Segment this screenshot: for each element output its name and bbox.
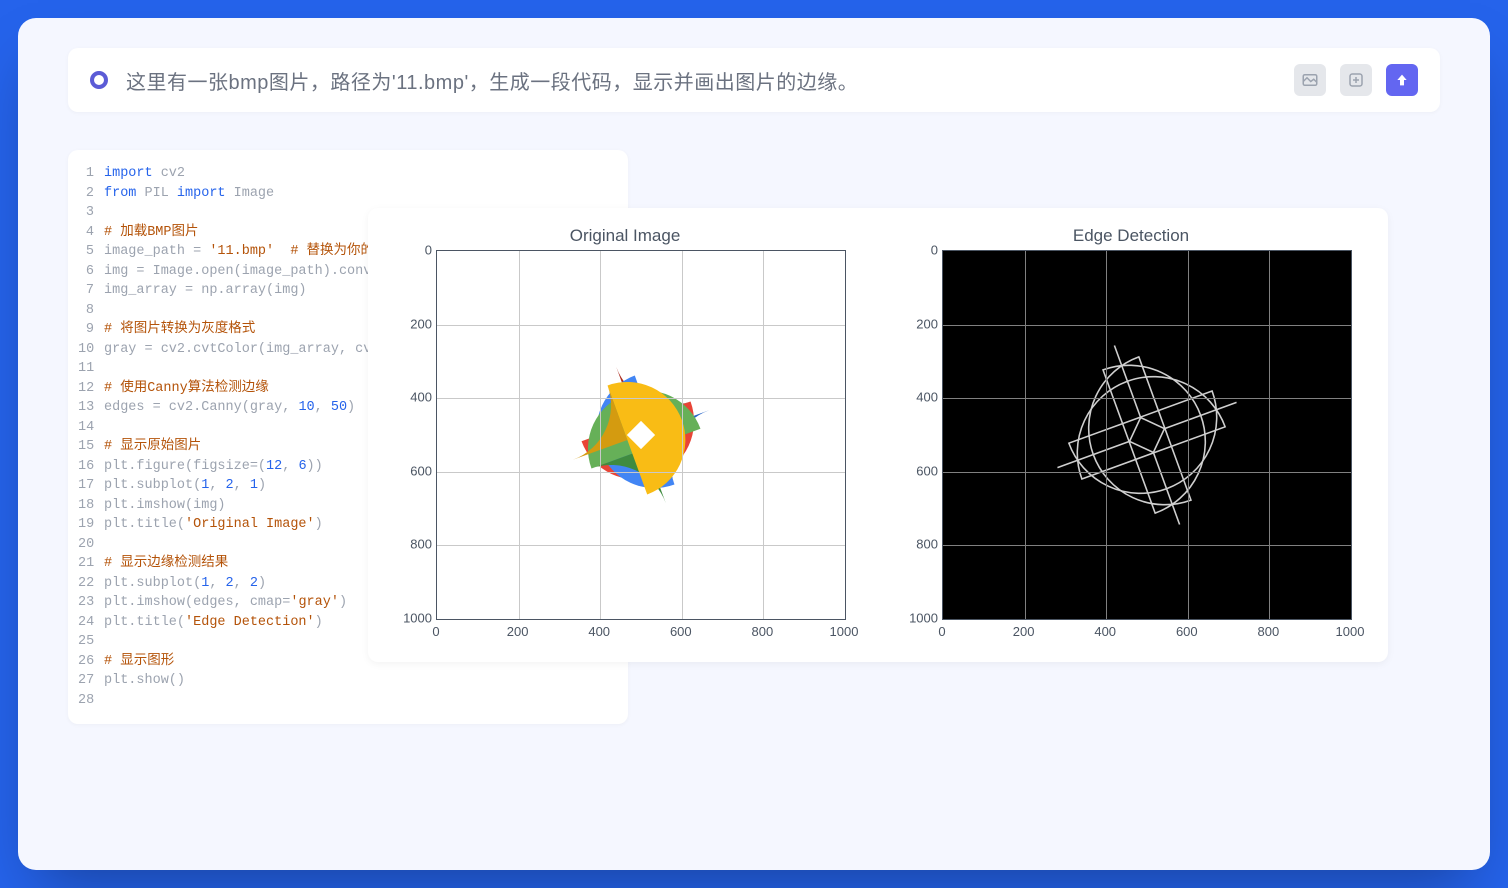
code-line: 2from PIL import Image [78,184,612,204]
code-line: 27plt.show() [78,671,612,691]
plot-area-original [436,250,846,620]
ytick-label: 1000 [403,611,432,626]
ytick-label: 200 [916,316,938,331]
xtick-label: 1000 [830,624,859,639]
xtick-label: 1000 [1336,624,1365,639]
image-icon[interactable] [1294,64,1326,96]
ytick-label: 400 [410,390,432,405]
xtick-label: 200 [507,624,529,639]
subplot-title: Edge Detection [898,226,1364,246]
app-frame: 这里有一张bmp图片，路径为'11.bmp'，生成一段代码，显示并画出图片的边缘… [18,18,1490,870]
edge-image [943,251,1351,619]
pinwheel-image [501,295,781,575]
ytick-label: 600 [916,463,938,478]
ytick-label: 0 [425,243,432,258]
xtick-label: 0 [938,624,945,639]
xtick-label: 800 [752,624,774,639]
xtick-label: 800 [1258,624,1280,639]
ytick-label: 400 [916,390,938,405]
xtick-label: 600 [1176,624,1198,639]
xtick-label: 600 [670,624,692,639]
attach-icon[interactable] [1340,64,1372,96]
subplot-original: Original Image 0 0 200 200 400 400 600 600 800 80… [392,226,858,648]
plot-output: Original Image 0 0 200 200 400 400 600 600 800 80… [368,208,1388,662]
code-line: 28 [78,691,612,711]
prompt-actions [1294,64,1418,96]
subplot-edges: Edge Detection 0 0 200 200 400 400 600 600 800 80… [898,226,1364,648]
code-line: 1import cv2 [78,164,612,184]
xtick-label: 400 [1094,624,1116,639]
plot-area-edges [942,250,1352,620]
ytick-label: 1000 [909,611,938,626]
ytick-label: 800 [916,537,938,552]
send-button[interactable] [1386,64,1418,96]
content-row: 1import cv22from PIL import Image34# 加载B… [68,150,1440,724]
ytick-label: 0 [931,243,938,258]
prompt-bullet-icon [90,71,108,89]
prompt-text: 这里有一张bmp图片，路径为'11.bmp'，生成一段代码，显示并画出图片的边缘… [126,66,1294,95]
ytick-label: 600 [410,463,432,478]
prompt-bar: 这里有一张bmp图片，路径为'11.bmp'，生成一段代码，显示并画出图片的边缘… [68,48,1440,112]
subplot-title: Original Image [392,226,858,246]
ytick-label: 800 [410,537,432,552]
xtick-label: 200 [1013,624,1035,639]
ytick-label: 200 [410,316,432,331]
xtick-label: 400 [588,624,610,639]
xtick-label: 0 [432,624,439,639]
